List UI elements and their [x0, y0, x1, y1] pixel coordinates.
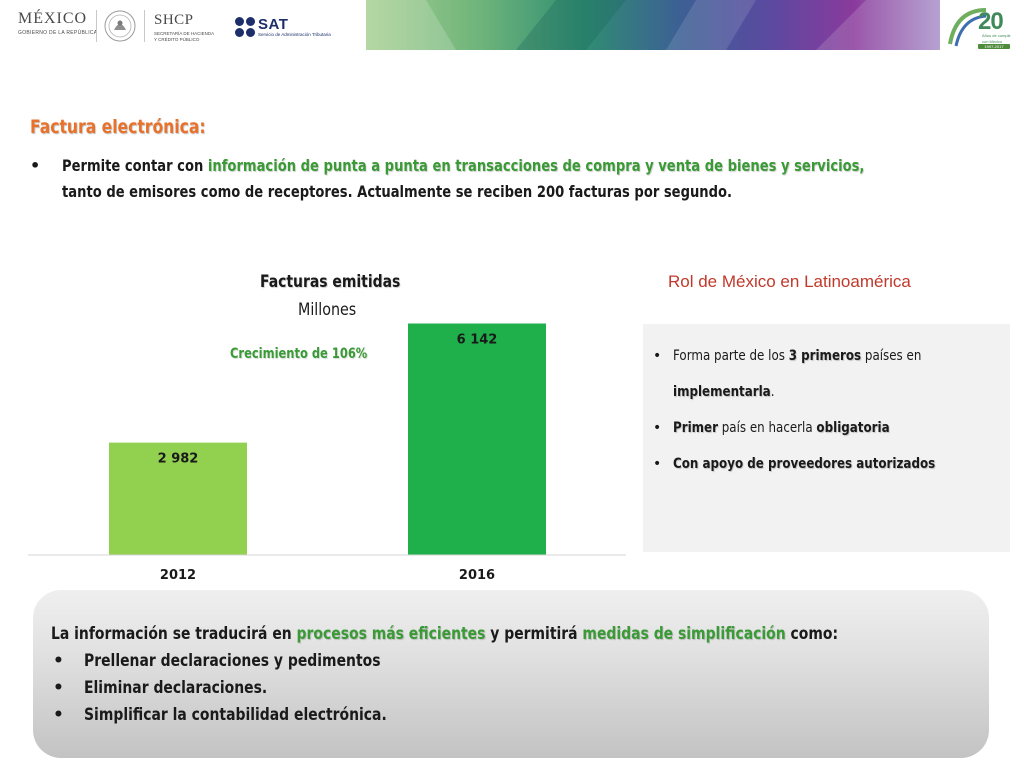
sat-logo-title: SAT [258, 16, 289, 33]
x-tick-label-2016: 2016 [459, 568, 495, 583]
sat-logo-subtitle: Servicio de Administración Tributaria [258, 32, 331, 37]
summary-highlight: medidas de simplificación [582, 624, 786, 644]
summary-text: como: [785, 624, 839, 644]
bar-2012 [109, 442, 247, 555]
chart-subtitle: Millones [298, 300, 357, 320]
header-bar: MÉXICO GOBIERNO DE LA REPÚBLICA SHCP SEC… [0, 0, 1024, 52]
shcp-logo-subtitle-1: SECRETARÍA DE HACIENDA [154, 31, 215, 36]
bullet-marker: • [30, 156, 41, 175]
anniversary-line-2: con México [982, 39, 1003, 44]
sat-logo: SAT Servicio de Administración Tributari… [234, 16, 358, 42]
intro-line-1-text: Permite contar con [62, 156, 208, 175]
item-text: . [770, 384, 775, 400]
gobierno-mexico-logo: MÉXICO GOBIERNO DE LA REPÚBLICA [18, 10, 98, 36]
list-item: • Primer país en hacerla obligatoria [651, 410, 1001, 446]
bullet-marker: • [53, 705, 64, 725]
header-divider [96, 10, 97, 42]
shcp-logo-title: SHCP [154, 12, 194, 28]
latam-role-panel: • Forma parte de los 3 primeros países e… [643, 324, 1010, 552]
list-item-continuation: implementarla. [651, 374, 1001, 410]
item-text: país en hacerla [717, 420, 817, 436]
growth-annotation: Crecimiento de 106% [230, 346, 368, 362]
simplification-summary-box: La información se traducirá en procesos … [33, 590, 989, 758]
anniversary-number: 20 [978, 8, 1004, 35]
anniversary-years-bar: 1997-2017 [978, 44, 1010, 49]
summary-lead-line: La información se traducirá en procesos … [51, 624, 838, 644]
decorative-gradient-band [366, 0, 940, 50]
bar-2016 [408, 323, 546, 555]
shcp-logo-subtitle-2: Y CRÉDITO PÚBLICO [154, 37, 200, 42]
header-divider [144, 10, 145, 42]
x-tick-label-2012: 2012 [160, 568, 196, 583]
list-item: • Con apoyo de proveedores autorizados [651, 446, 1001, 482]
intro-highlight: información de punta a punta en transacc… [207, 156, 865, 175]
summary-text: y permitirá [485, 624, 583, 644]
swoosh-icon [948, 8, 986, 47]
item-text: países en [861, 348, 922, 364]
national-seal-icon [104, 10, 136, 42]
data-label-2012: 2 982 [158, 452, 199, 467]
item-text: Forma parte de los [673, 348, 789, 364]
facturas-emitidas-chart: Facturas emitidas Millones Crecimiento d… [28, 262, 628, 592]
data-label-2016: 6 142 [457, 332, 498, 347]
slide-title: Factura electrónica: [30, 116, 206, 138]
summary-text: La información se traducirá en [51, 624, 297, 644]
mexico-logo-title: MÉXICO [18, 10, 88, 27]
bullet-marker: • [653, 456, 662, 472]
summary-highlight: procesos más eficientes [296, 624, 486, 644]
anniversary-years: 1997-2017 [984, 44, 1004, 49]
summary-bullet-item: Eliminar declaraciones. [84, 678, 268, 698]
bullet-marker: • [653, 420, 662, 436]
list-item: • Forma parte de los 3 primeros países e… [651, 338, 1001, 374]
chart-plot: 2 982 2012 6 142 2016 [28, 323, 626, 583]
item-emphasis: Primer [673, 420, 718, 436]
summary-bullet-item: Prellenar declaraciones y pedimentos [84, 651, 381, 671]
bullet-marker: • [53, 678, 64, 698]
intro-line-2: tanto de emisores como de receptores. Ac… [62, 182, 733, 201]
item-emphasis: Con apoyo de proveedores autorizados [673, 456, 936, 472]
item-emphasis: obligatoria [816, 420, 890, 436]
shcp-logo: SHCP SECRETARÍA DE HACIENDA Y CRÉDITO PÚ… [154, 12, 224, 43]
bullet-marker: • [53, 651, 64, 671]
latam-role-list: • Forma parte de los 3 primeros países e… [651, 338, 1001, 482]
mexico-logo-subtitle: GOBIERNO DE LA REPÚBLICA [18, 30, 98, 36]
intro-line-1: Permite contar con información de punta … [62, 156, 864, 175]
20-years-badge: 20 Años de cumplir con México 1997-2017 [946, 4, 1018, 50]
panel-title: Rol de México en Latinoamérica [668, 272, 911, 291]
sat-mark-icon [235, 17, 255, 37]
chart-title: Facturas emitidas [260, 272, 401, 292]
anniversary-line-1: Años de cumplir [982, 33, 1011, 38]
item-emphasis: 3 primeros [788, 348, 862, 364]
summary-bullet-item: Simplificar la contabilidad electrónica. [84, 705, 387, 725]
bullet-marker: • [653, 348, 662, 364]
item-emphasis: implementarla [673, 384, 771, 400]
